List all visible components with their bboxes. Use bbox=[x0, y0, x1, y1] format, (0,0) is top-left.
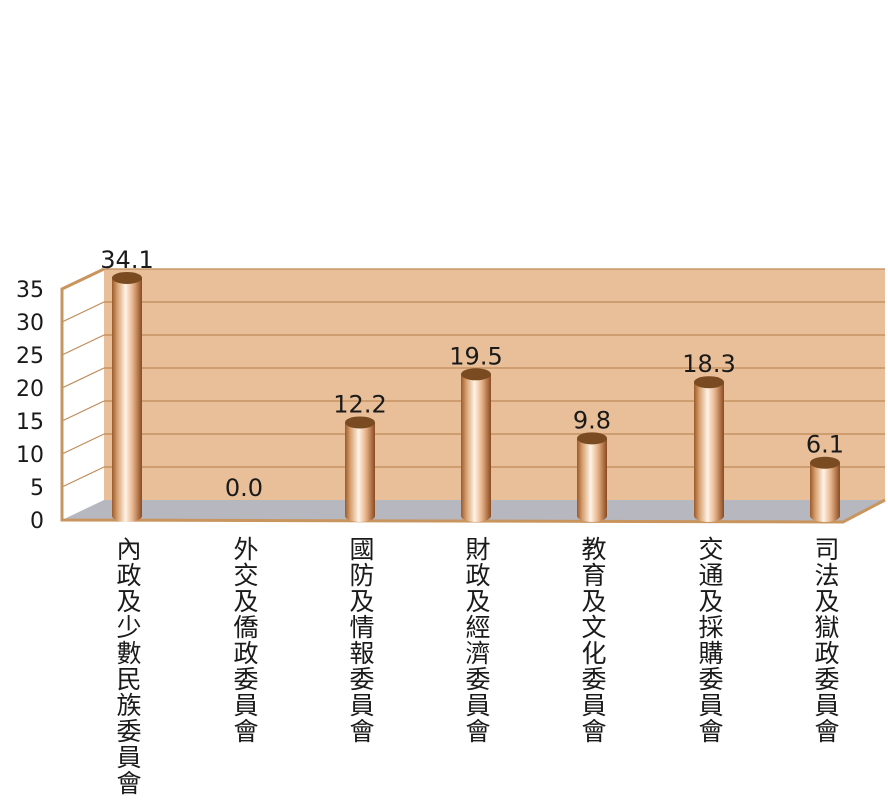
data-label: 6.1 bbox=[806, 431, 844, 459]
bar-top bbox=[810, 456, 840, 469]
y-tick-label: 15 bbox=[16, 410, 44, 435]
bar-top bbox=[694, 376, 724, 389]
bar bbox=[577, 432, 607, 522]
bar-base bbox=[577, 510, 607, 522]
gridlines bbox=[61, 268, 885, 488]
category-label: 內政及少數民族委員會 bbox=[113, 536, 142, 796]
bar-base bbox=[112, 510, 142, 522]
gridline-diagonal bbox=[61, 301, 105, 323]
y-tick-label: 25 bbox=[16, 344, 44, 369]
bar-body bbox=[577, 438, 607, 516]
bar bbox=[461, 368, 491, 522]
side-wall bbox=[62, 269, 104, 520]
back-wall bbox=[104, 269, 885, 500]
bar bbox=[345, 416, 375, 522]
bar-body bbox=[694, 382, 724, 516]
bar-body bbox=[461, 374, 491, 516]
bar bbox=[112, 271, 142, 522]
category-label: 財政及經濟委員會 bbox=[462, 536, 491, 744]
bar bbox=[694, 376, 724, 522]
bar-base bbox=[694, 510, 724, 522]
category-label: 交通及採購委員會 bbox=[695, 536, 724, 744]
gridline-diagonal bbox=[61, 466, 105, 488]
y-tick-label: 5 bbox=[30, 476, 44, 501]
category-label: 教育及文化委員會 bbox=[578, 536, 607, 744]
data-label: 34.1 bbox=[100, 246, 153, 274]
data-labels: 34.1 0.0 12.2 19.5 9.8 18.3 6.1 bbox=[100, 246, 844, 502]
y-tick-label: 10 bbox=[16, 443, 44, 468]
category-label: 司法及獄政委員會 bbox=[811, 536, 840, 744]
bar-base bbox=[810, 510, 840, 522]
data-label: 9.8 bbox=[573, 406, 611, 434]
y-tick-label: 35 bbox=[16, 278, 44, 303]
gridline-diagonal bbox=[61, 400, 105, 422]
data-label: 0.0 bbox=[225, 474, 263, 502]
gridline-diagonal bbox=[61, 334, 105, 356]
category-label: 外交及僑政委員會 bbox=[230, 536, 259, 744]
bar-base bbox=[345, 510, 375, 522]
bar-base bbox=[461, 510, 491, 522]
bar-top bbox=[577, 432, 607, 445]
bar-top bbox=[112, 271, 142, 284]
bar-body bbox=[810, 462, 840, 516]
bar-top bbox=[461, 368, 491, 381]
y-tick-label: 20 bbox=[16, 377, 44, 402]
y-tick-label: 0 bbox=[30, 509, 44, 534]
bar-body bbox=[345, 422, 375, 516]
bar bbox=[810, 456, 840, 522]
y-axis-ticks: 0 5 10 15 20 25 30 35 bbox=[16, 278, 44, 534]
axis-frame bbox=[60, 267, 886, 524]
gridline-diagonal bbox=[61, 367, 105, 389]
y-tick-label: 30 bbox=[16, 311, 44, 336]
bar-body bbox=[112, 277, 142, 516]
category-label: 國防及情報委員會 bbox=[346, 536, 375, 744]
data-label: 12.2 bbox=[333, 390, 386, 418]
bars bbox=[112, 271, 840, 522]
data-label: 19.5 bbox=[449, 342, 502, 370]
data-label: 18.3 bbox=[682, 350, 735, 378]
gridline-diagonal bbox=[61, 433, 105, 455]
bar-top bbox=[345, 416, 375, 429]
